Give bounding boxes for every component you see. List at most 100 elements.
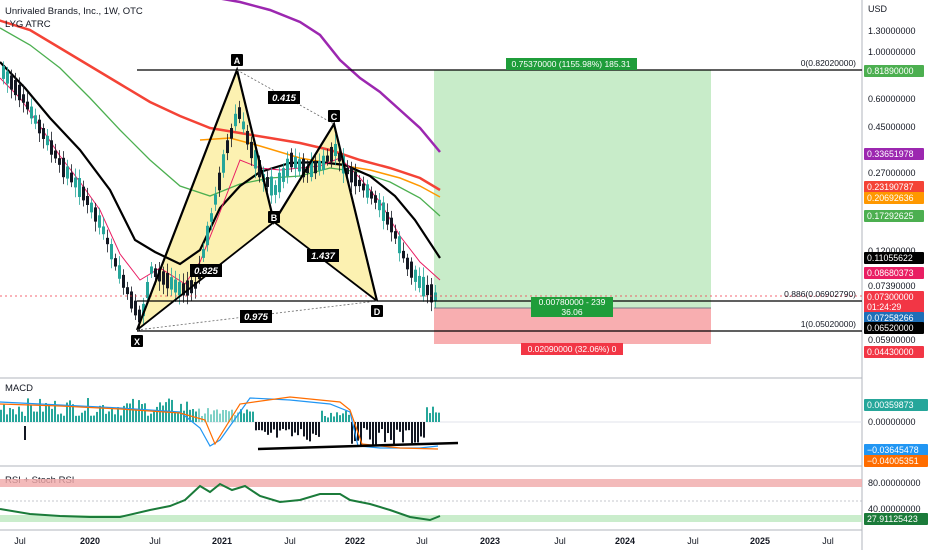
candle bbox=[174, 270, 177, 302]
macd-bar bbox=[123, 405, 125, 422]
macd-bar bbox=[78, 415, 80, 422]
macd-bar bbox=[114, 414, 116, 422]
macd-bar bbox=[168, 398, 170, 422]
macd-bar bbox=[300, 422, 302, 430]
macd-bar bbox=[216, 409, 218, 422]
candle bbox=[50, 131, 53, 163]
candle bbox=[402, 242, 405, 263]
macd-bar bbox=[6, 414, 8, 422]
macd-bar bbox=[210, 414, 212, 422]
macd-bar bbox=[381, 422, 383, 430]
price-badge: 0.06520000 bbox=[864, 322, 924, 334]
macd-bar bbox=[396, 422, 398, 430]
svg-text:0.08680373: 0.08680373 bbox=[867, 268, 914, 278]
candle bbox=[222, 149, 225, 178]
candle bbox=[326, 148, 329, 166]
candle bbox=[122, 269, 125, 295]
macd-bar bbox=[48, 404, 50, 422]
svg-text:0.04430000: 0.04430000 bbox=[867, 347, 914, 357]
macd-bar bbox=[192, 409, 194, 422]
macd-bar bbox=[384, 422, 386, 443]
candle bbox=[58, 150, 61, 173]
price-tick-label: 0.45000000 bbox=[868, 122, 916, 132]
macd-bar bbox=[312, 422, 314, 434]
candle bbox=[110, 238, 113, 269]
pattern-point-b: B bbox=[268, 211, 280, 223]
macd-bar bbox=[369, 422, 371, 440]
svg-text:−0.04005351: −0.04005351 bbox=[867, 456, 919, 466]
macd-bar bbox=[198, 408, 200, 422]
candle bbox=[10, 69, 13, 99]
svg-text:A: A bbox=[234, 56, 241, 66]
candle bbox=[218, 166, 221, 197]
macd-badge: −0.04005351 bbox=[864, 455, 928, 467]
macd-bar bbox=[63, 415, 65, 422]
macd-bar bbox=[36, 411, 38, 422]
candle bbox=[26, 91, 29, 115]
macd-bar bbox=[282, 422, 284, 429]
price-axis[interactable]: 1.30000000 1.00000000 0.60000000 0.45000000… bbox=[864, 26, 924, 358]
macd-bar bbox=[24, 426, 26, 440]
macd-bar bbox=[186, 401, 188, 422]
currency-label: USD bbox=[868, 4, 888, 14]
macd-bar bbox=[366, 422, 368, 430]
candle bbox=[170, 267, 173, 297]
macd-bar bbox=[51, 408, 53, 422]
macd-bar bbox=[438, 412, 440, 422]
candle bbox=[158, 262, 161, 291]
price-tick-label: 0.12000000 bbox=[868, 246, 916, 256]
candle bbox=[238, 100, 241, 124]
candle bbox=[306, 160, 309, 183]
time-axis[interactable]: Jul 2020 Jul 2021 Jul 2022 Jul 2023 Jul 2024 Jul 20… bbox=[14, 536, 834, 546]
macd-bar bbox=[252, 411, 254, 422]
macd-bar bbox=[405, 422, 407, 431]
candle bbox=[82, 180, 85, 207]
candle bbox=[418, 267, 421, 293]
candle bbox=[186, 271, 189, 305]
macd-bar bbox=[225, 410, 227, 422]
macd-histogram bbox=[0, 398, 440, 446]
macd-bar bbox=[417, 422, 419, 443]
svg-text:0.75370000 (1155.98%) 185.31: 0.75370000 (1155.98%) 185.31 bbox=[512, 59, 631, 69]
candle bbox=[62, 151, 65, 185]
svg-text:0.06520000: 0.06520000 bbox=[867, 323, 914, 333]
svg-text:0.11055622: 0.11055622 bbox=[867, 253, 913, 263]
macd-trendline[interactable] bbox=[257, 441, 459, 451]
candle bbox=[378, 193, 381, 218]
candle bbox=[370, 186, 373, 205]
profit-zone[interactable] bbox=[434, 70, 711, 308]
macd-bar bbox=[54, 400, 56, 422]
macd-tick-label: 0.00000000 bbox=[868, 417, 916, 427]
macd-bar bbox=[414, 422, 416, 443]
price-badge: 0.20692636 bbox=[864, 192, 924, 204]
candle bbox=[294, 148, 297, 178]
macd-bar bbox=[156, 406, 158, 422]
macd-bar bbox=[90, 415, 92, 422]
macd-bar bbox=[249, 411, 251, 422]
macd-bar bbox=[96, 411, 98, 422]
candle bbox=[386, 203, 389, 231]
candle bbox=[114, 253, 117, 271]
macd-bar bbox=[429, 413, 431, 422]
macd-bar bbox=[411, 422, 413, 444]
macd-bar bbox=[12, 409, 14, 422]
time-tick-label: Jul bbox=[554, 536, 566, 546]
ratio-label-xd: 0.975 bbox=[240, 310, 272, 323]
macd-bar bbox=[45, 402, 47, 422]
pattern-point-d: D bbox=[371, 305, 383, 317]
svg-text:0.23190787: 0.23190787 bbox=[867, 182, 914, 192]
macd-bar bbox=[342, 413, 344, 422]
candle bbox=[66, 159, 69, 186]
candle bbox=[78, 169, 81, 205]
macd-bar bbox=[330, 412, 332, 422]
candle bbox=[118, 256, 121, 284]
macd-bar bbox=[144, 403, 146, 422]
macd-bar bbox=[111, 407, 113, 422]
macd-bar bbox=[33, 411, 35, 422]
macd-bar bbox=[24, 415, 26, 422]
rsi-tick-label: 40.00000000 bbox=[868, 504, 921, 514]
candle bbox=[362, 176, 365, 198]
macd-bar bbox=[81, 412, 83, 422]
macd-bar bbox=[432, 406, 434, 422]
